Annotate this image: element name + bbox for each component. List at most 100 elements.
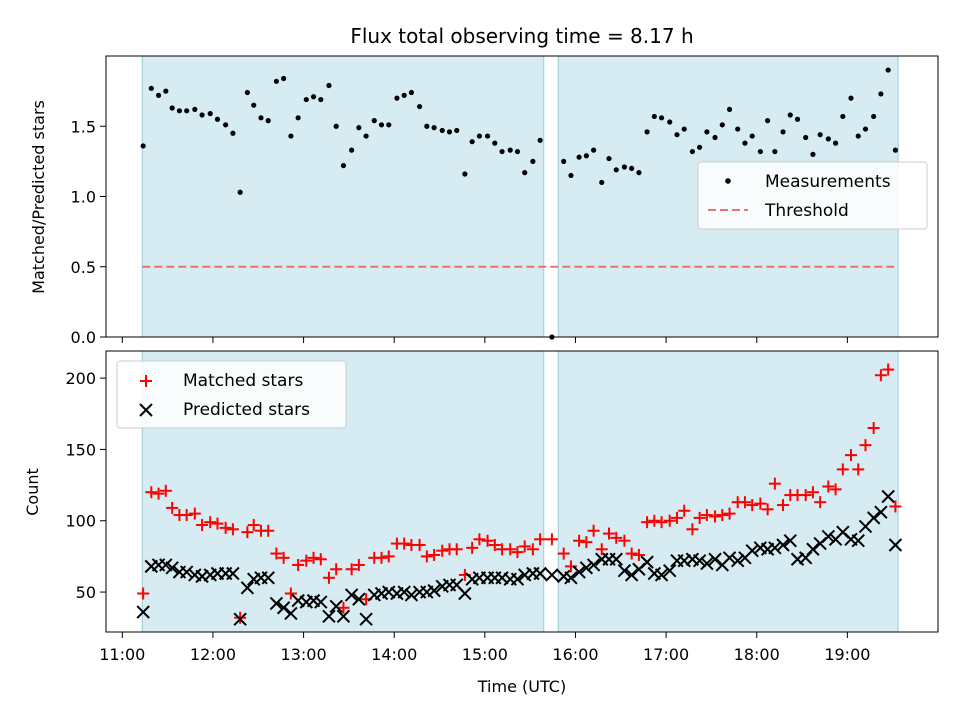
measurements-point [401,92,407,98]
bottom-shaded-span [557,350,899,633]
x-tick-label: 13:00 [281,645,327,664]
predicted-stars-point [284,606,298,621]
measurements-point [537,137,543,143]
measurements-point [644,129,650,135]
matched-stars-point [188,507,201,520]
measurements-point [817,132,823,138]
matched-stars-point [145,486,158,499]
matched-stars-point [859,439,872,452]
predicted-stars-point [624,568,639,582]
matched-stars-point [526,543,539,556]
measurements-point [356,125,362,131]
x-tick-label: 11:00 [99,645,145,664]
measurements-point [757,148,763,155]
measurements-point [862,126,869,132]
predicted-stars-point [510,572,525,586]
matched-stars-point [481,534,494,547]
predicted-stars-point [564,571,578,585]
matched-stars-point [844,449,857,462]
top-series [140,67,899,340]
matched-stars-point [716,509,729,522]
legend-predicted-marker [139,403,153,417]
matched-stars-point [314,553,327,566]
measurements-point [772,148,778,155]
measurements-point [742,140,748,146]
measurements-point [371,118,377,124]
measurements-point [184,108,190,114]
measurements-point [207,111,213,117]
measurements-point [726,106,733,112]
top-y-tick-label: 0.0 [71,328,96,347]
matched-stars-point [874,369,887,382]
matched-stars-point [450,543,463,556]
predicted-stars-point [165,561,179,575]
measurements-point [832,140,839,146]
measurements-point [462,171,468,177]
matched-stars-point [632,548,645,561]
measurements-point [363,133,369,139]
bottom-y-tick-label: 50 [76,583,96,602]
measurements-point [155,92,162,98]
measurements-point [469,139,475,145]
x-tick-label: 19:00 [824,645,870,664]
measurements-point [424,123,430,129]
measurements-point [340,162,347,169]
predicted-stars-point [654,568,669,582]
measurements-point [530,158,536,164]
x-tick-label: 18:00 [734,645,780,664]
predicted-stars-point [533,566,547,581]
matched-stars-point [137,587,150,600]
matched-stars-point [226,523,239,536]
predicted-stars-point [240,581,255,595]
top-y-tick-label: 1.0 [71,188,96,207]
measurements-point [621,164,628,170]
measurements-point [258,115,264,121]
x-tick-label: 16:00 [552,645,598,664]
predicted-stars-point [745,543,759,558]
measurements-point [749,133,755,139]
predicted-stars-point [314,595,328,609]
matched-stars-point [322,571,335,584]
measurements-point [878,91,884,97]
matched-stars-point [241,526,254,539]
predicted-stars-point [730,553,745,568]
predicted-stars-point [336,609,351,624]
measurements-point [454,127,460,134]
measurements-point [825,136,831,142]
measurements-point [765,118,771,124]
predicted-stars-point [352,592,366,606]
measurements-point [318,96,324,103]
predicted-stars-point [276,601,291,615]
predicted-stars-point [329,599,343,614]
measurements-point [590,147,597,153]
predicted-stars-point [269,596,284,611]
matched-stars-point [641,516,654,529]
matched-stars-point [352,558,365,571]
predicted-stars-point [344,588,359,602]
predicted-stars-point [261,571,275,585]
measurements-point [606,155,612,162]
measurements-point [476,133,483,139]
matched-stars-point [262,524,275,537]
predicted-stars-point [874,505,888,519]
matched-stars-point [686,523,699,536]
bottom-legend: Matched stars Predicted stars [116,360,347,429]
x-tick-label: 17:00 [643,645,689,664]
x-tick-label: 15:00 [462,645,508,664]
predicted-stars-point [226,566,240,581]
matched-stars-point [799,489,812,502]
measurements-point [163,88,169,94]
measurements-point [431,125,437,131]
matched-stars-point [723,507,736,520]
matched-stars-point [196,519,209,532]
measurements-point [492,140,498,146]
predicted-stars-point [821,529,836,544]
measurements-point [192,106,198,112]
top-legend-box [697,161,928,230]
measurements-point [333,123,339,129]
measurements-point [499,148,505,155]
measurements-point [689,148,695,155]
matched-stars-point [211,517,224,530]
matched-stars-point [504,543,517,556]
